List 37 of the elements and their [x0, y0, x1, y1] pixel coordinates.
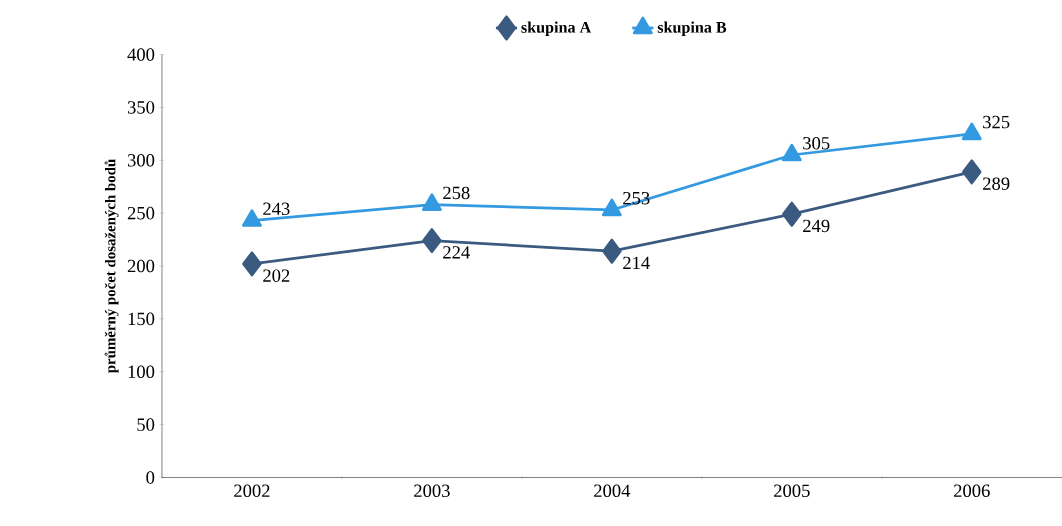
point [241, 209, 262, 227]
legend-label: skupina B [657, 21, 727, 36]
y-tick-label: 100 [128, 365, 155, 378]
data-label: 249 [803, 219, 830, 233]
legend-label: skupina A [521, 21, 592, 36]
point [781, 143, 802, 162]
y-tick-label: 0 [146, 471, 155, 484]
y-axis-title: průměrný počet dosažených bodů [104, 159, 119, 373]
x-tick-label: 2006 [954, 484, 990, 497]
y-tick-label: 200 [127, 259, 155, 273]
point [242, 251, 262, 277]
y-tick-label: 150 [128, 312, 155, 326]
data-label: 214 [623, 256, 650, 269]
y-tick-label: 50 [137, 418, 155, 431]
data-label: 305 [803, 136, 830, 150]
x-tick-label: 2004 [594, 484, 631, 497]
point [961, 122, 982, 141]
data-label: 253 [623, 191, 650, 205]
point [422, 228, 442, 254]
data-label: 202 [263, 269, 290, 282]
data-label: 289 [983, 177, 1010, 190]
point [601, 198, 622, 217]
y-tick-label: 400 [127, 48, 155, 61]
y-tick-label: 300 [127, 153, 155, 167]
y-tick-label: 350 [127, 101, 155, 114]
x-tick-label: 2005 [774, 484, 810, 497]
point [421, 193, 442, 211]
point [962, 159, 982, 185]
data-label: 258 [443, 186, 470, 200]
point [602, 238, 622, 264]
y-tick-label: 250 [127, 206, 155, 220]
data-label: 224 [443, 246, 470, 259]
point [782, 201, 802, 227]
data-label: 243 [263, 202, 290, 215]
x-tick-label: 2002 [234, 484, 270, 497]
x-tick-label: 2003 [414, 484, 450, 497]
data-label: 325 [983, 115, 1010, 129]
